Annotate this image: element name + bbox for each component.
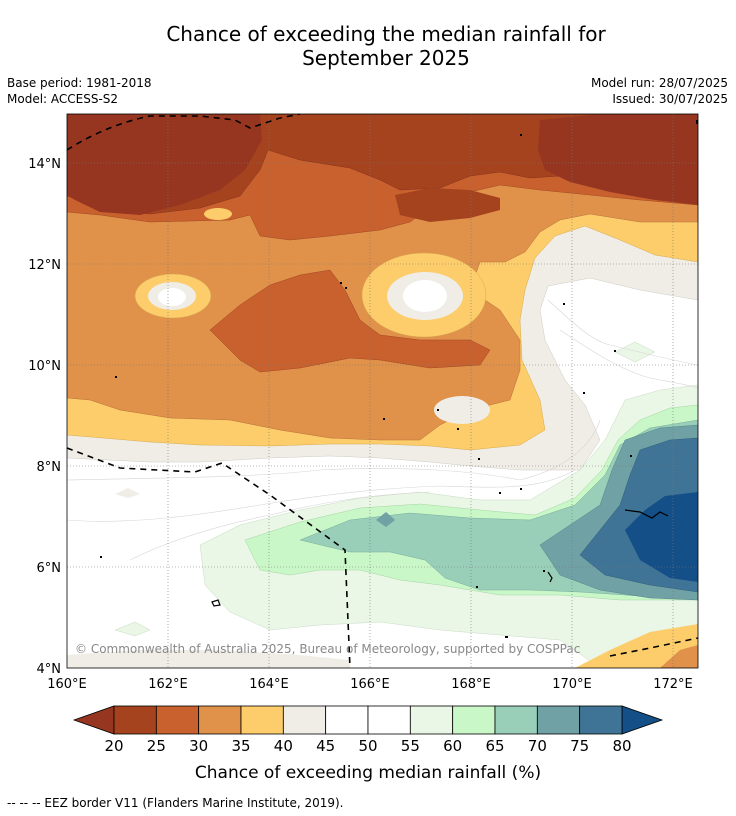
- lon-label-172e: 172°E: [653, 677, 693, 692]
- legend-swatch-70-75: [536, 705, 581, 735]
- island-markers: [100, 120, 698, 638]
- legend-tick-75: 75: [570, 737, 589, 755]
- legend-swatch-35-40: [240, 705, 284, 735]
- copyright-text: © Commonwealth of Australia 2025, Bureau…: [75, 642, 580, 656]
- region-below-20-northwest: [67, 114, 262, 215]
- rainfall-map: [67, 114, 698, 668]
- region-65-70-islet: [376, 512, 395, 527]
- base-period: Base period: 1981-2018: [7, 76, 152, 90]
- lon-label-168e: 168°E: [451, 677, 491, 692]
- legend-tick-35: 35: [231, 737, 250, 755]
- eez-borders: [67, 114, 698, 668]
- contour-line-2: [67, 469, 576, 522]
- region-above-80: [625, 492, 698, 582]
- lon-label-162e: 162°E: [148, 677, 188, 692]
- small-gray-patch-west: [115, 488, 140, 498]
- legend-tick-30: 30: [189, 737, 208, 755]
- legend-tick-45: 45: [316, 737, 335, 755]
- contour-line-1: [67, 419, 601, 481]
- legend-swatch-30-35: [198, 705, 242, 735]
- meta-right: Model run: 28/07/2025 Issued: 30/07/2025: [591, 75, 728, 107]
- eez-border-west: [67, 447, 351, 668]
- region-25-30-southeast: [660, 645, 698, 668]
- island-small-1: [547, 571, 553, 583]
- issued-date: Issued: 30/07/2025: [612, 92, 728, 106]
- lat-label-4n: 4°N: [37, 662, 62, 677]
- lon-label-160e: 160°E: [47, 677, 87, 692]
- lat-label-10n: 10°N: [28, 359, 61, 374]
- contour-line-3: [129, 491, 431, 561]
- color-legend: 20 25 30 35 40 45 50 55 60 65 70 75 80: [72, 705, 664, 755]
- high-ring-center-inner: [403, 280, 447, 312]
- eez-footnote: -- -- -- EEZ border V11 (Flanders Marine…: [7, 796, 344, 810]
- longitude-labels: 160°E 162°E 164°E 166°E 168°E 170°E 172°…: [47, 677, 693, 692]
- small-green-patch-east: [614, 341, 656, 363]
- graticule: [67, 114, 698, 668]
- region-below-40-southeast: [575, 624, 698, 668]
- model-run: Model run: 28/07/2025: [590, 76, 728, 90]
- legend-tick-40: 40: [274, 737, 293, 755]
- legend-swatch-45-50: [325, 705, 369, 735]
- title-line-1: Chance of exceeding the median rainfall …: [166, 22, 606, 46]
- legend-swatch-40-45: [282, 705, 327, 735]
- legend-extend-high: [621, 705, 664, 735]
- lon-label-166e: 166°E: [350, 677, 390, 692]
- high-ring-west-inner: [158, 288, 186, 306]
- legend-tick-65: 65: [485, 737, 504, 755]
- latitude-labels: 14°N 12°N 10°N 8°N 6°N 4°N: [28, 157, 61, 677]
- legend-swatch-55-60: [409, 705, 454, 735]
- legend-extend-low: [72, 705, 115, 735]
- eez-border-north: [67, 114, 301, 151]
- eez-border-southeast: [609, 637, 698, 657]
- legend-swatch-50-55: [367, 705, 411, 735]
- legend-tick-55: 55: [401, 737, 420, 755]
- region-25-30-lobe: [209, 269, 491, 373]
- legend-tick-50: 50: [358, 737, 377, 755]
- legend-label: Chance of exceeding median rainfall (%): [195, 763, 541, 783]
- legend-tick-20: 20: [104, 737, 123, 755]
- map-title: Chance of exceeding the median rainfall …: [0, 22, 736, 70]
- legend-swatch-65-70: [494, 705, 538, 735]
- island-jaluit: [624, 509, 669, 519]
- lon-label-164e: 164°E: [249, 677, 289, 692]
- meta-left: Base period: 1981-2018 Model: ACCESS-S2: [7, 75, 152, 107]
- legend-swatch-25-30: [155, 705, 200, 735]
- map-frame: [66, 113, 699, 669]
- contour-line-4: [547, 299, 698, 366]
- region-below-20-northeast: [538, 114, 698, 205]
- region-20-25-patch: [395, 188, 500, 222]
- legend-tick-70: 70: [528, 737, 547, 755]
- legend-tick-60: 60: [443, 737, 462, 755]
- contour-line-5: [559, 329, 698, 389]
- island-small-2: [211, 599, 221, 607]
- high-ring-east-outer: [434, 396, 490, 424]
- legend-tick-80: 80: [612, 737, 631, 755]
- lon-label-170e: 170°E: [552, 677, 592, 692]
- legend-swatch-20-25: [113, 705, 157, 735]
- legend-swatch-60-65: [452, 705, 496, 735]
- lat-label-12n: 12°N: [28, 258, 61, 273]
- lat-label-14n: 14°N: [28, 157, 61, 172]
- region-35-40-islet: [204, 208, 232, 220]
- region-40-45-south: [67, 650, 350, 668]
- title-line-2: September 2025: [302, 46, 470, 70]
- model-name: Model: ACCESS-S2: [7, 92, 119, 106]
- lat-label-8n: 8°N: [37, 460, 62, 475]
- legend-tick-25: 25: [147, 737, 166, 755]
- lat-label-6n: 6°N: [37, 561, 62, 576]
- legend-swatch-75-80: [579, 705, 623, 735]
- small-green-patch-south: [114, 621, 151, 637]
